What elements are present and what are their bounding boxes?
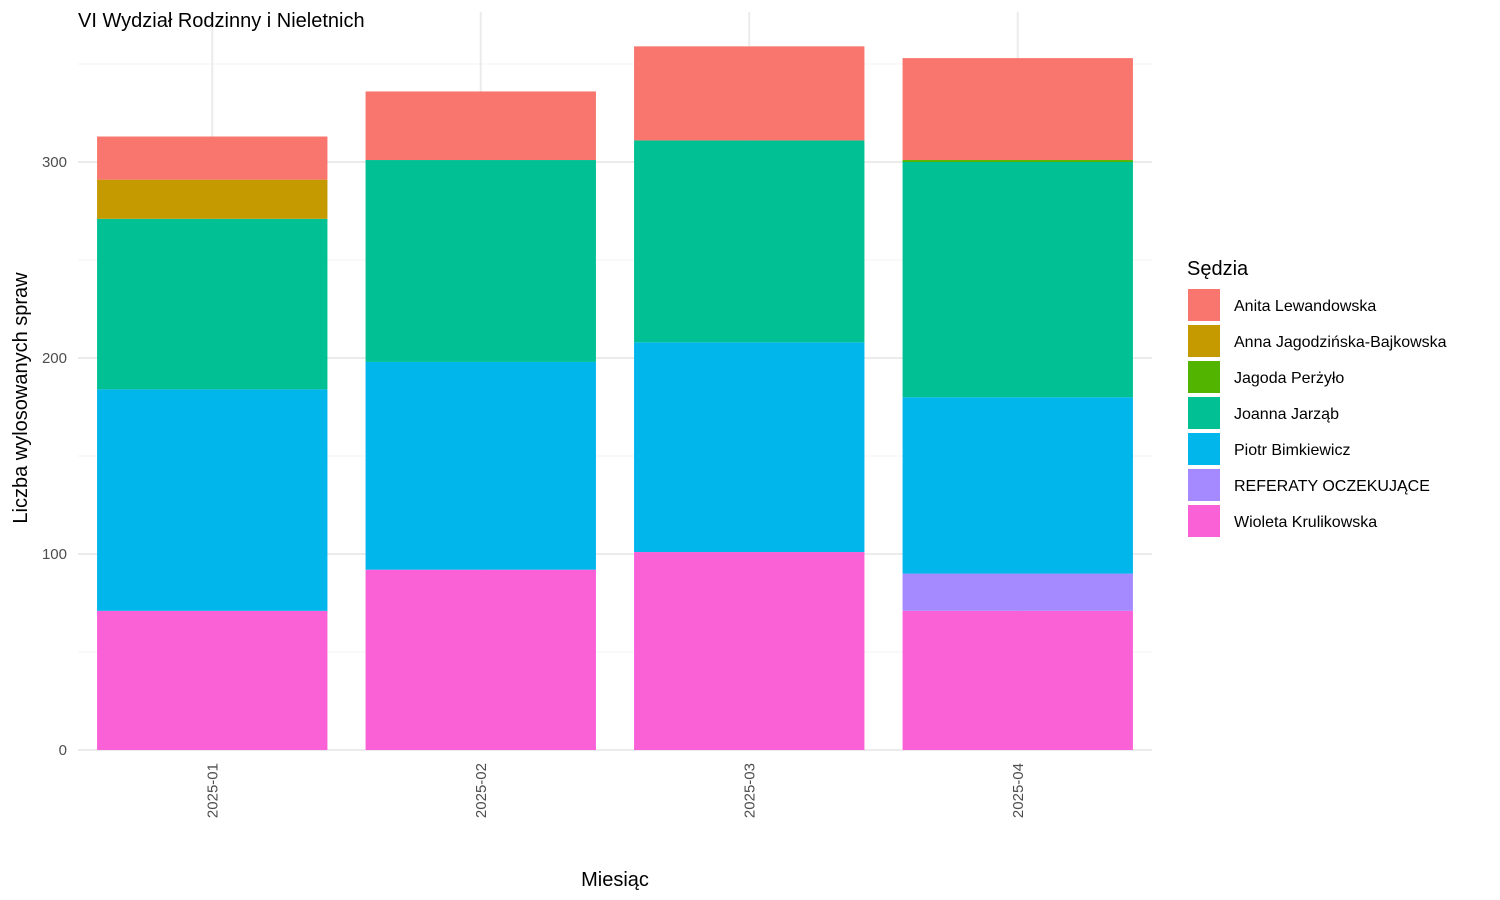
y-tick-label: 200 [42, 350, 67, 367]
legend-label-joanna-jarzab: Joanna Jarząb [1234, 406, 1339, 423]
bar-2025-02-piotr-bimkiewicz [365, 361, 596, 570]
x-tick-label: 2025-01 [204, 763, 221, 818]
legend-swatch-wioleta-krulikowska [1188, 505, 1220, 537]
bars [97, 46, 1133, 750]
bar-2025-02-joanna-jarzab [365, 160, 596, 362]
bar-2025-01-piotr-bimkiewicz [97, 389, 328, 611]
y-axis-ticks: 0 100 200 300 [42, 154, 67, 759]
legend-label-jagoda-perzylo: Jagoda Perżyło [1234, 370, 1344, 387]
legend-swatch-referaty-oczekujace [1188, 469, 1220, 501]
bar-2025-03-joanna-jarzab [634, 140, 865, 343]
y-tick-label: 300 [42, 154, 67, 171]
x-axis-title: Miesiąc [581, 869, 649, 891]
bar-2025-02-wioleta-krulikowska [365, 569, 596, 750]
x-axis-ticks: 2025-01 2025-02 2025-03 2025-04 [204, 763, 1027, 818]
legend: Sędzia Anita Lewandowska Anna Jagodzińska… [1187, 258, 1447, 537]
bar-2025-04-piotr-bimkiewicz [902, 397, 1133, 574]
legend-swatch-joanna-jarzab [1188, 397, 1220, 429]
legend-title: Sędzia [1187, 258, 1249, 280]
bar-2025-01-anna-jagodzinska-bajkowska [97, 179, 328, 219]
legend-label-referaty-oczekujace: REFERATY OCZEKUJĄCE [1234, 478, 1430, 495]
bar-2025-04-anita-lewandowska [902, 58, 1133, 161]
bar-2025-03-piotr-bimkiewicz [634, 342, 865, 553]
bar-2025-03-anita-lewandowska [634, 46, 865, 141]
bar-2025-01-wioleta-krulikowska [97, 610, 328, 750]
x-tick-label: 2025-03 [741, 763, 758, 818]
x-tick-label: 2025-02 [473, 763, 490, 818]
bar-2025-04-referaty-oczekujace [902, 573, 1133, 611]
legend-swatch-piotr-bimkiewicz [1188, 433, 1220, 465]
bar-2025-01-joanna-jarzab [97, 218, 328, 390]
legend-label-wioleta-krulikowska: Wioleta Krulikowska [1234, 514, 1377, 531]
y-tick-label: 100 [42, 546, 67, 563]
bar-2025-04-joanna-jarzab [902, 162, 1133, 398]
legend-label-anita-lewandowska: Anita Lewandowska [1234, 298, 1376, 315]
bar-2025-01-anita-lewandowska [97, 136, 328, 180]
legend-label-piotr-bimkiewicz: Piotr Bimkiewicz [1234, 442, 1350, 459]
bar-2025-02-anita-lewandowska [365, 91, 596, 161]
y-tick-label: 0 [59, 742, 67, 759]
bar-2025-04-jagoda-perzylo [902, 160, 1133, 162]
legend-swatch-jagoda-perzylo [1188, 361, 1220, 393]
chart-title: VI Wydział Rodzinny i Nieletnich [78, 10, 365, 32]
legend-swatch-anita-lewandowska [1188, 289, 1220, 321]
legend-swatch-anna-jagodzinska-bajkowska [1188, 325, 1220, 357]
bar-2025-03-wioleta-krulikowska [634, 552, 865, 750]
legend-label-anna-jagodzinska-bajkowska: Anna Jagodzińska-Bajkowska [1234, 334, 1447, 351]
x-tick-label: 2025-04 [1010, 763, 1027, 818]
y-axis-title: Liczba wylosowanych spraw [10, 272, 32, 524]
bar-2025-04-wioleta-krulikowska [902, 610, 1133, 750]
